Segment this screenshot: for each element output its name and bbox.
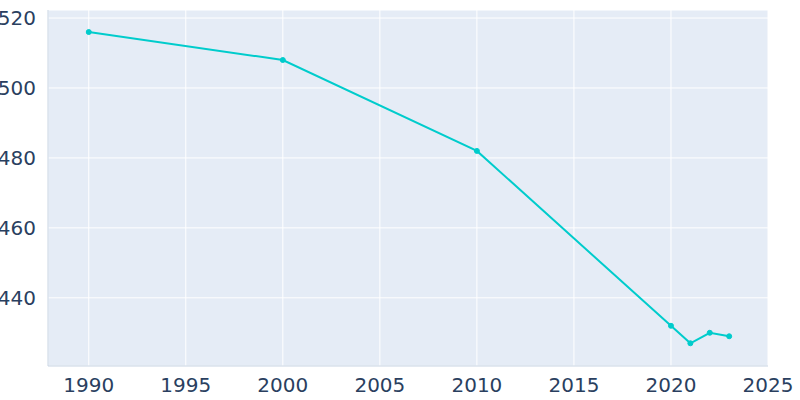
svg-text:1990: 1990 (63, 373, 114, 397)
svg-text:500: 500 (8, 76, 36, 100)
svg-text:440: 440 (8, 286, 36, 310)
svg-text:2010: 2010 (451, 373, 502, 397)
svg-text:520: 520 (8, 6, 36, 30)
svg-text:480: 480 (8, 146, 36, 170)
svg-text:2005: 2005 (354, 373, 405, 397)
svg-text:2000: 2000 (257, 373, 308, 397)
svg-text:2025: 2025 (743, 373, 792, 397)
svg-text:460: 460 (8, 216, 36, 240)
svg-text:2020: 2020 (646, 373, 697, 397)
svg-text:1995: 1995 (160, 373, 211, 397)
svg-text:2015: 2015 (548, 373, 599, 397)
